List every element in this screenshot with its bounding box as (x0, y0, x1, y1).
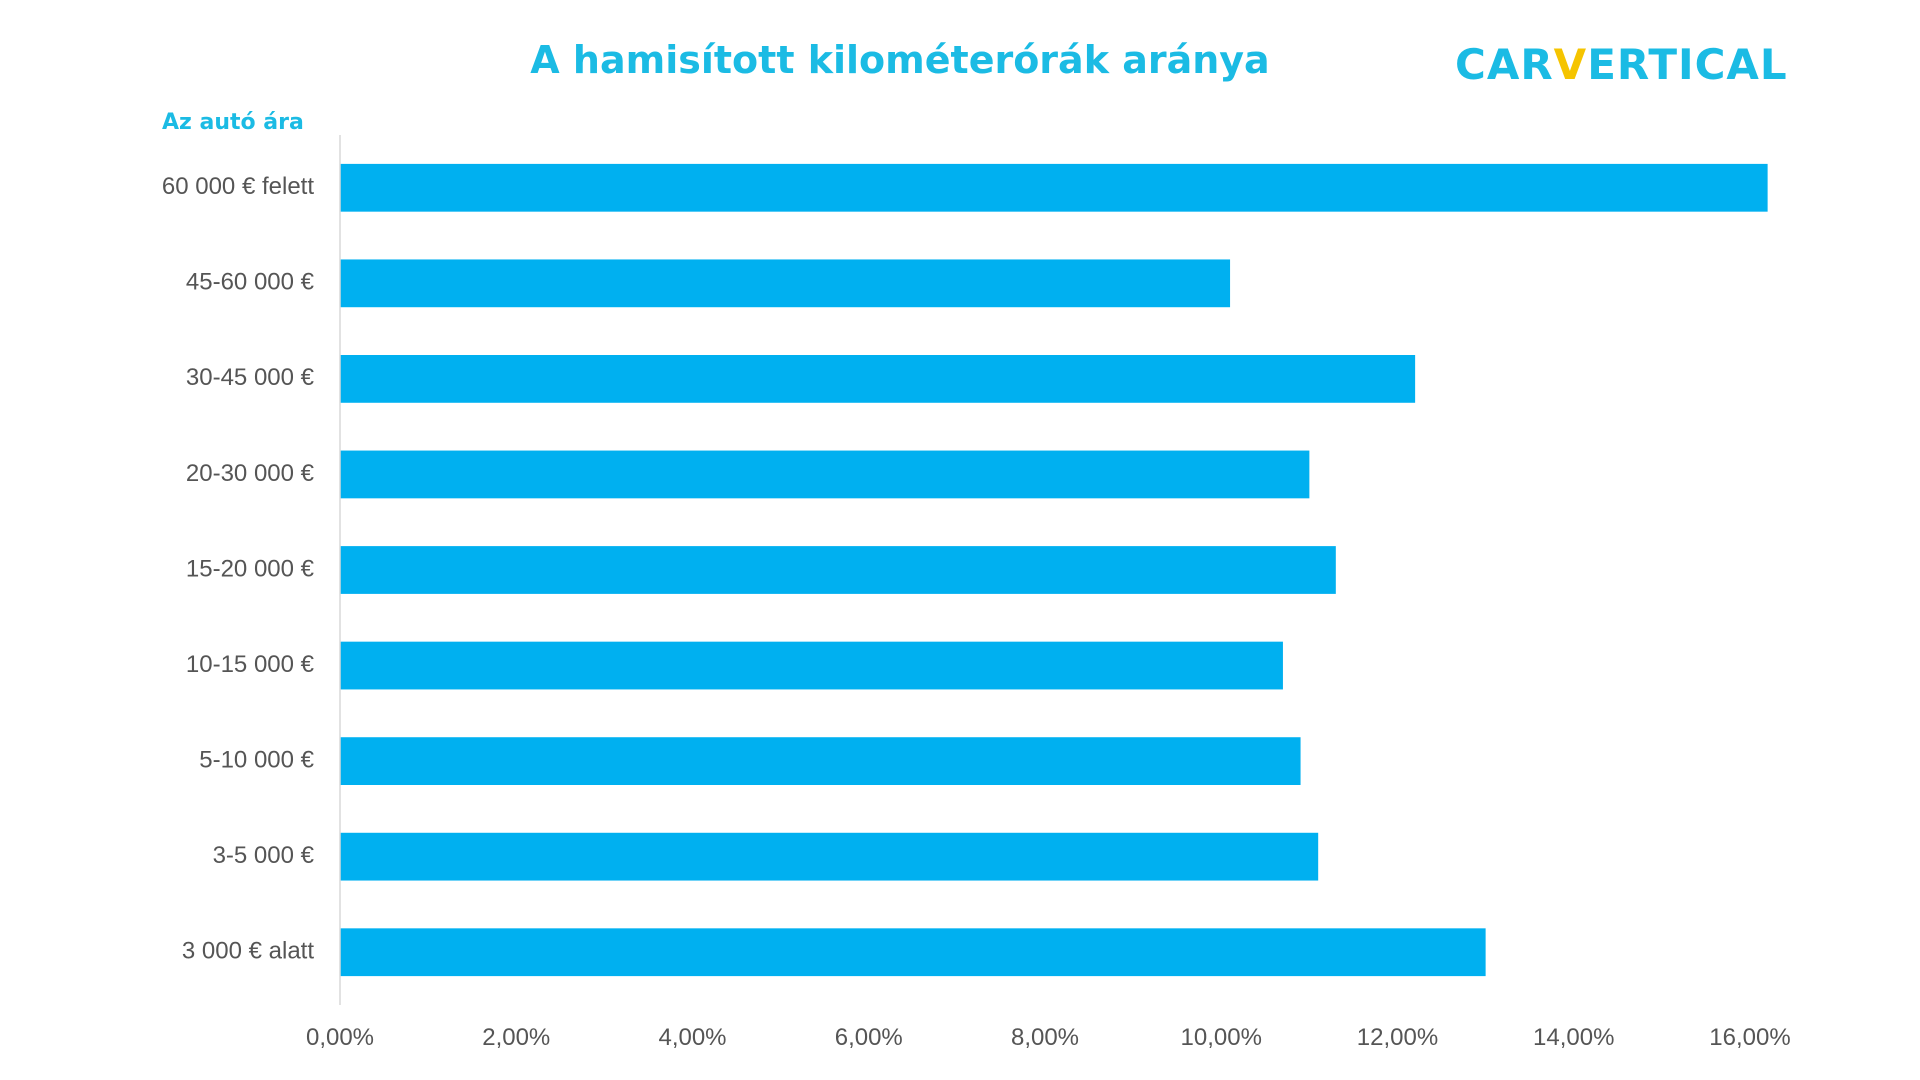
x-tick-label-2: 4,00% (658, 1024, 726, 1051)
logo-text-ertical: ERTICAL (1587, 40, 1788, 89)
category-label-8: 3 000 € alatt (182, 938, 314, 965)
bar-0 (340, 163, 1768, 212)
category-labels: 60 000 € felett 45-60 000 € 30-45 000 € 20-… (162, 173, 315, 964)
logo-v-accent: V (1553, 40, 1588, 89)
category-label-4: 15-20 000 € (186, 555, 315, 582)
chart-title: A hamisított kilométerórák aránya (530, 38, 1270, 82)
category-label-1: 45-60 000 € (186, 269, 315, 296)
x-tick-label-0: 0,00% (306, 1024, 374, 1051)
x-tick-label-3: 6,00% (835, 1024, 903, 1051)
bar-1 (340, 259, 1231, 308)
bar-8 (340, 928, 1486, 977)
bar-7 (340, 832, 1319, 881)
category-label-6: 5-10 000 € (199, 746, 314, 773)
bar-6 (340, 737, 1301, 785)
x-tick-label-1: 2,00% (482, 1024, 550, 1051)
carvertical-logo: CARVERTICAL (1455, 40, 1788, 89)
bars-group (340, 163, 1768, 977)
bar-3 (340, 450, 1310, 499)
category-label-0: 60 000 € felett (162, 173, 314, 200)
category-label-5: 10-15 000 € (186, 651, 315, 678)
bar-5 (340, 641, 1283, 690)
category-label-3: 20-30 000 € (186, 460, 315, 487)
x-tick-label-4: 8,00% (1011, 1024, 1079, 1051)
x-tick-label-7: 14,00% (1533, 1024, 1614, 1051)
x-tick-label-5: 10,00% (1181, 1024, 1262, 1051)
y-axis-title: Az autó ára (162, 110, 304, 135)
x-tick-labels: 0,00% 2,00% 4,00% 6,00% 8,00% 10,00% 12,00% 14,… (306, 1024, 1791, 1051)
bar-4 (340, 546, 1336, 594)
x-tick-label-8: 16,00% (1709, 1024, 1790, 1051)
logo-text-car: CAR (1455, 40, 1554, 89)
bar-2 (340, 355, 1416, 403)
category-label-2: 30-45 000 € (186, 364, 315, 391)
x-tick-label-6: 12,00% (1357, 1024, 1438, 1051)
category-label-7: 3-5 000 € (213, 842, 315, 869)
